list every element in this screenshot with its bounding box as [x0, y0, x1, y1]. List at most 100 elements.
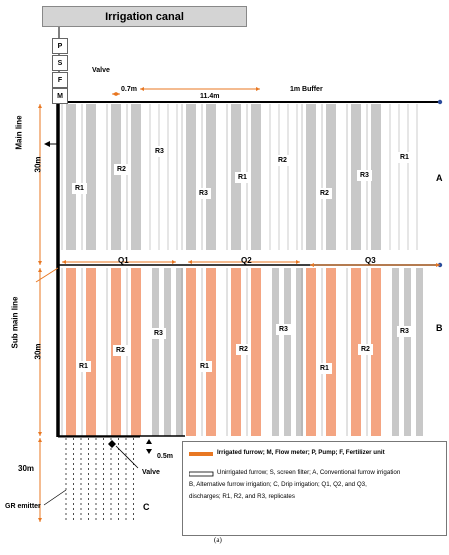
replicate-label: R2 — [236, 344, 251, 355]
replicate-label: R3 — [152, 146, 167, 157]
height-c-label: 30m — [18, 464, 35, 473]
unirrigated-furrow-b — [296, 268, 303, 436]
irrigated-furrow-b — [131, 268, 141, 436]
valve-bottom-label: Valve — [142, 469, 160, 476]
replicate-label: R1 — [317, 363, 332, 374]
unirrigated-furrow-b — [392, 268, 399, 436]
replicate-label: R1 — [235, 172, 250, 183]
section-a-label: A — [436, 173, 443, 183]
irrigated-furrow-b — [206, 268, 216, 436]
replicate-label: R1 — [76, 361, 91, 372]
legend-line2-text: B, Alternative furrow irrigation; C, Dri… — [189, 481, 367, 488]
main-line-label: Main line — [14, 115, 24, 150]
height-a-arrow-head — [38, 104, 42, 108]
replicate-label: R2 — [358, 344, 373, 355]
unirrigated-furrow-b — [176, 268, 183, 436]
legend-swatches — [189, 452, 214, 477]
irrigated-furrow-b — [326, 268, 336, 436]
furrow-strip-a — [326, 104, 336, 250]
height-b-label: 30m — [33, 343, 43, 360]
valve-top-label: Valve — [92, 67, 110, 74]
irrigated-furrow-b — [251, 268, 261, 436]
irrigated-furrow-b — [66, 268, 76, 436]
furrow-strip-a — [66, 104, 76, 250]
height-a-arrow-head — [38, 261, 42, 265]
height-a-label: 30m — [33, 156, 43, 173]
emitter-spacing-arrow — [146, 449, 152, 454]
unirrigated-furrow-b — [164, 268, 171, 436]
emitter-spacing-label: 0.5m — [157, 453, 173, 460]
sub-main-line-label: Sub main line — [10, 296, 20, 349]
furrow-strip-a — [186, 104, 196, 250]
height-b-arrow-head — [38, 268, 42, 272]
discharge-q3-label: Q3 — [365, 256, 376, 265]
legend-unirrigated-text: Unirrigated furrow; S, screen filter; A,… — [217, 469, 401, 476]
unirrigated-furrow-b — [404, 268, 411, 436]
unirrigated-furrow-b — [416, 268, 423, 436]
spacing-small-arrow-head — [116, 92, 120, 96]
replicate-label: R3 — [276, 324, 291, 335]
height-c-arrow-head — [38, 518, 42, 522]
discharge-q1-label: Q1 — [118, 256, 129, 265]
valve-marker — [108, 440, 116, 448]
replicate-label: R3 — [151, 328, 166, 339]
replicate-label: R3 — [357, 170, 372, 181]
spacing-large-label: 11.4m — [200, 93, 220, 100]
height-b-arrow-head — [38, 432, 42, 436]
furrow-strip-a — [131, 104, 141, 250]
spacing-large-arrow-head — [140, 87, 144, 91]
legend-line3-text: discharges; R1, R2, and R3, replicates — [189, 493, 295, 500]
irrigated-furrow-b — [351, 268, 361, 436]
spacing-small-arrow-head — [112, 92, 116, 96]
unirrigated-furrow-b — [272, 268, 279, 436]
q2-span-arrow-head — [188, 260, 192, 264]
unirrigated-swatch — [189, 471, 214, 477]
replicate-label: R2 — [317, 188, 332, 199]
replicate-label: R2 — [113, 345, 128, 356]
irrigated-furrow-b — [306, 268, 316, 436]
legend-box: Irrigated furrow; M, Flow meter; P, Pump… — [182, 441, 447, 536]
irrigated-furrow-b — [186, 268, 196, 436]
screen-filter-unit: S — [52, 55, 68, 71]
section-b-label: B — [436, 323, 443, 333]
spacing-large-arrow-head — [256, 87, 260, 91]
furrow-strip-a — [111, 104, 121, 250]
pump-unit: P — [52, 38, 68, 54]
gr-emitter-pointer — [43, 489, 67, 506]
fertilizer-unit: F — [52, 72, 68, 88]
main-line-arrow-head — [44, 141, 50, 147]
replicate-label: R3 — [196, 188, 211, 199]
section-c-label: C — [143, 502, 150, 512]
furrow-strip-a — [306, 104, 316, 250]
irrigated-furrow-b — [86, 268, 96, 436]
replicate-label: R2 — [114, 164, 129, 175]
irrigated-swatch — [189, 452, 213, 456]
unirrigated-furrow-b — [152, 268, 159, 436]
buffer-label: 1m Buffer — [290, 86, 323, 93]
height-c-arrow-head — [38, 438, 42, 442]
sub-main-pointer — [35, 267, 59, 283]
unirrigated-furrow-b — [284, 268, 291, 436]
furrow-strip-a — [86, 104, 96, 250]
furrow-strip-a — [206, 104, 216, 250]
furrow-strip-a — [251, 104, 261, 250]
q2-span-arrow-head — [296, 260, 300, 264]
irrigated-furrow-b — [371, 268, 381, 436]
replicate-label: R3 — [397, 326, 412, 337]
flow-meter-unit: M — [52, 88, 68, 104]
furrow-strip-a — [371, 104, 381, 250]
figure-caption: (a) — [214, 536, 222, 544]
furrow-strip-a — [351, 104, 361, 250]
valve-pointer — [115, 445, 139, 469]
q3-span-arrow-head — [310, 263, 314, 267]
legend-irrigated-text: Irrigated furrow; M, Flow meter; P, Pump… — [217, 449, 385, 456]
discharge-q2-label: Q2 — [241, 256, 252, 265]
replicate-label: R1 — [397, 152, 412, 163]
spacing-small-label: 0.7m — [121, 86, 137, 93]
replicate-label: R1 — [72, 183, 87, 194]
replicate-label: R2 — [275, 155, 290, 166]
q1-span-arrow-head — [172, 260, 176, 264]
replicate-label: R1 — [197, 361, 212, 372]
